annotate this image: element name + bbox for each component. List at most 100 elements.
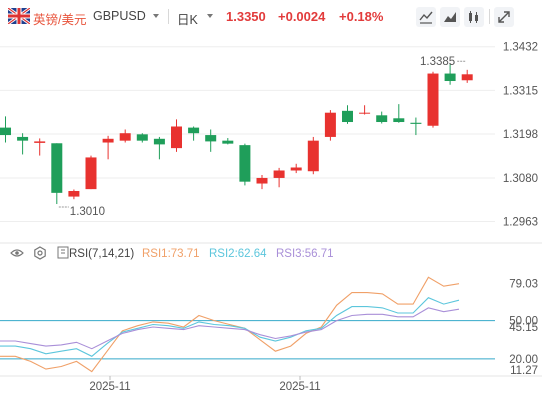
candle (393, 104, 405, 123)
candle (153, 136, 165, 160)
settings-gear-icon[interactable] (34, 246, 46, 260)
fullscreen-icon (498, 11, 510, 23)
price-y-tick-label: 1.2963 (503, 217, 538, 229)
x-tick-label: 2025-11 (279, 381, 320, 393)
price-y-tick-label: 1.3315 (503, 85, 538, 97)
candle-body (359, 112, 371, 114)
eye-icon[interactable] (10, 249, 24, 257)
rsi-lines (0, 276, 495, 373)
grid-lines (0, 46, 495, 223)
candle (85, 155, 97, 190)
candle-body (273, 170, 285, 178)
last-price: 1.3350 (226, 9, 266, 24)
candle (444, 64, 456, 85)
price-annotation-label: 1.3385 (420, 56, 455, 68)
price-annotation-label: 1.3010 (70, 206, 105, 218)
price-y-tick-label: 1.3432 (503, 42, 538, 54)
rsi1-line (0, 276, 460, 373)
candle (239, 143, 251, 186)
candle-body (0, 127, 11, 136)
header-divider (489, 9, 490, 24)
candle-body (239, 145, 251, 182)
candle (256, 174, 268, 190)
candle-body (136, 134, 148, 141)
candle (119, 129, 131, 143)
candle-body (205, 135, 217, 142)
candle-body (171, 126, 182, 149)
candle-body (102, 138, 114, 143)
price-annotations: 1.3385 1.3010 (58, 56, 466, 218)
indicator-bars-icon (469, 11, 478, 23)
candle-body (256, 177, 268, 184)
period-selector[interactable]: 日K (177, 13, 198, 27)
price-y-axis: 1.3432 1.3315 1.3198 1.3080 1.2963 (503, 42, 538, 229)
candle-body (51, 143, 63, 193)
x-tick-label: 2025-11 (89, 381, 130, 393)
candle-body (119, 133, 131, 141)
indicator-switch-icon[interactable] (57, 246, 69, 259)
candle-body (376, 115, 388, 123)
draw-line-button[interactable] (416, 7, 436, 27)
candle-body (393, 118, 405, 123)
fill-area-button[interactable] (440, 7, 460, 27)
candle-body (290, 167, 302, 171)
candle (222, 138, 234, 145)
rsi3-line (0, 307, 460, 350)
candle (171, 119, 182, 152)
candle-body (307, 140, 319, 172)
period-dropdown-caret-icon[interactable] (207, 14, 213, 18)
candle-body (427, 73, 439, 126)
rsi-indicator-name: RSI(7,14,21) (69, 248, 134, 260)
price-change-percent: +0.18% (339, 9, 384, 24)
candle-body (34, 141, 46, 143)
uk-flag-icon (8, 8, 30, 24)
rsi-y-tick-label: 45.15 (509, 322, 538, 334)
rsi1-legend-entry: RSI1:73.71 (142, 248, 200, 260)
candle-body (342, 110, 353, 123)
indicator-bars-button[interactable] (464, 7, 484, 27)
fill-area-icon (444, 12, 456, 22)
candle-body (17, 136, 29, 141)
candle-body (85, 157, 97, 190)
candle (17, 133, 29, 155)
rsi-y-tick-label: 50.00 (509, 316, 538, 328)
candle (307, 136, 319, 175)
date-x-axis: 2025-11 2025-11 (0, 375, 542, 393)
price-y-tick-label: 1.3198 (503, 129, 538, 141)
rsi-y-tick-label: 20.00 (509, 354, 538, 366)
pair-name[interactable]: 英镑/美元 (33, 13, 87, 27)
candle-body (222, 140, 234, 144)
candle (376, 111, 388, 124)
candle (290, 163, 302, 174)
rsi-legend: RSI(7,14,21) RSI1:73.71 RSI2:62.64 RSI3:… (10, 246, 334, 260)
pair-code[interactable]: GBPUSD (93, 9, 146, 23)
candle (205, 129, 217, 152)
rsi2-legend-entry: RSI2:62.64 (209, 248, 267, 260)
candle-body (68, 190, 80, 197)
candle (102, 135, 114, 160)
rsi3-legend-entry: RSI3:56.71 (276, 248, 334, 260)
candle (188, 126, 200, 141)
candle-body (153, 138, 165, 145)
rsi-y-tick-label: 79.03 (509, 279, 538, 291)
header-divider (168, 9, 169, 24)
quote-header: 英镑/美元 GBPUSD 日K 1.3350 +0.0024 +0.18% (0, 0, 542, 34)
fullscreen-button[interactable] (494, 7, 514, 27)
price-y-tick-label: 1.3080 (503, 173, 538, 185)
candle (359, 105, 371, 115)
candle-body (444, 73, 456, 82)
candle-body (188, 127, 200, 134)
rsi2-line (0, 297, 460, 357)
candle (342, 105, 353, 124)
candle-body (324, 112, 336, 137)
candle (51, 143, 63, 205)
pair-dropdown-caret-icon[interactable] (153, 14, 159, 18)
rsi-y-tick-label: 11.27 (510, 365, 538, 377)
candlestick-series[interactable] (0, 64, 473, 205)
candle (324, 110, 336, 141)
candle (273, 167, 285, 188)
draw-line-icon (419, 11, 433, 24)
candle (68, 189, 80, 200)
